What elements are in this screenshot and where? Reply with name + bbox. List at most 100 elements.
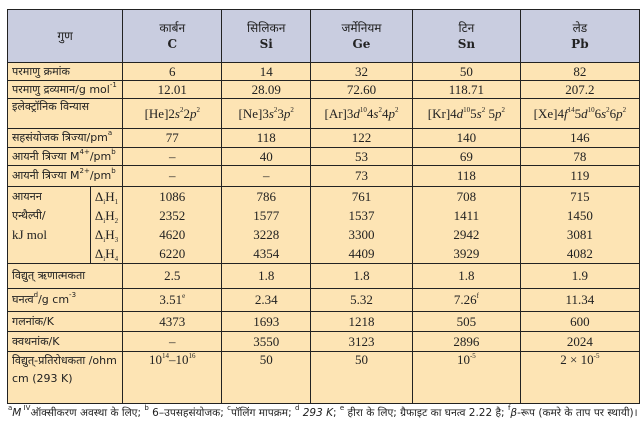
- value-cell: 5.32: [309, 288, 414, 312]
- delta-h-label: ΔiH3: [94, 227, 119, 244]
- value-cell: 73: [309, 165, 414, 187]
- value-cell: 1.8: [221, 263, 311, 289]
- delta-h-label: ΔiH4: [94, 246, 119, 263]
- text-segment: s: [476, 105, 482, 121]
- element-name: टिन: [458, 21, 475, 35]
- value-cell: 11.34: [519, 288, 641, 312]
- text-segment: 5: [574, 105, 582, 121]
- value-cell: –: [122, 165, 223, 187]
- element-symbol: Ge: [352, 37, 371, 51]
- value-cell: 40: [221, 147, 311, 166]
- delta-h-label: ΔiH1: [94, 189, 119, 206]
- value: 1537: [348, 208, 375, 223]
- value: 1450: [566, 208, 593, 223]
- superscript: 2+: [79, 167, 90, 175]
- header-element: सिलिकन Si: [221, 9, 311, 63]
- superscript: f: [507, 404, 511, 412]
- table-row: विद्युत्-प्रतिरोधकता /ohm cm (293 K) 10 14…: [6, 351, 641, 404]
- value: 1577: [253, 208, 280, 223]
- text-segment: p: [283, 105, 291, 121]
- value-cell: 1218: [309, 311, 414, 332]
- superscript: a: [107, 129, 113, 137]
- value: 1411: [453, 208, 480, 223]
- value-cell: 2 × 10-5: [519, 351, 641, 404]
- value-cell: [Kr]4d105s2 5p2: [412, 98, 521, 129]
- superscript: a: [8, 404, 13, 412]
- text-segment: p: [494, 105, 502, 121]
- value: 3081: [566, 227, 593, 242]
- value-cell: 122: [309, 128, 414, 148]
- value-cell: 6: [122, 62, 223, 81]
- text-segment: d: [581, 105, 588, 121]
- text-segment: 10: [456, 352, 470, 367]
- value: 4354: [253, 246, 280, 261]
- value-cell: 1.8: [412, 263, 521, 289]
- ionization-values: 786 1577 3228 4354: [221, 186, 311, 264]
- value-cell: 10-5: [412, 351, 521, 404]
- superscript: -5: [469, 352, 476, 360]
- text-segment: p: [388, 105, 395, 121]
- value-cell: 1.8: [309, 263, 414, 289]
- superscript: 2: [378, 105, 382, 114]
- text-segment: –10: [169, 352, 189, 367]
- value-cell: 2.34: [221, 288, 311, 312]
- header-property: गुण: [6, 9, 124, 63]
- text-segment: β: [510, 407, 518, 419]
- superscript: 2: [394, 105, 399, 114]
- row-label: आयनन एन्थैल्पी/ kJ mol: [7, 186, 91, 264]
- text-segment: d: [353, 105, 360, 121]
- value-cell: 146: [519, 128, 641, 148]
- table-row: आयनी त्रिज्या M2+/pmb – –73 118 119: [6, 165, 641, 187]
- table-row: परमाणु क्रमांक 6 14 32 50 82: [6, 62, 641, 81]
- row-label: इलेक्ट्रॉनिक विन्यास: [6, 98, 124, 129]
- row-label: घनत्वd/g cm-3: [6, 288, 124, 312]
- superscript: 14: [567, 105, 575, 114]
- superscript: 14: [162, 352, 170, 360]
- value-cell: [Ne]3s23p2: [221, 98, 311, 129]
- value: 3300: [348, 227, 375, 242]
- value-cell: [Ar]3d104s24p2: [309, 98, 414, 129]
- text-segment: /pm: [89, 149, 112, 163]
- text-segment: घनत्व: [12, 293, 34, 306]
- row-label: आयनी त्रिज्या M2+/pmb: [6, 165, 124, 187]
- superscript: c: [227, 404, 231, 412]
- row-label: विद्युत्-प्रतिरोधकता /ohm cm (293 K): [6, 351, 124, 404]
- table-row: क्वथनांक/K –3550 3123 2896 2024: [6, 331, 641, 352]
- row-label: आयनी त्रिज्या M4+/pmb: [6, 147, 124, 166]
- element-symbol: Sn: [457, 37, 476, 51]
- superscript: b: [111, 147, 116, 156]
- header-element: कार्बन C: [122, 9, 223, 63]
- text-segment: [Kr]4: [427, 105, 457, 121]
- superscript: 2: [622, 105, 627, 114]
- value: 2942: [453, 227, 480, 242]
- subscript: 4: [114, 255, 119, 263]
- subscript: 3: [114, 236, 119, 244]
- value-cell: 118: [412, 165, 521, 187]
- superscript: 2: [290, 105, 294, 114]
- text-segment: आयनी त्रिज्या M: [12, 149, 80, 163]
- text-segment: 7.26: [453, 292, 477, 307]
- delta-h-label: ΔiH2: [94, 208, 119, 225]
- superscript: -5: [593, 352, 600, 360]
- value-cell: 50: [309, 351, 414, 404]
- value-cell: 72.60: [309, 80, 414, 99]
- text-segment: 5: [485, 105, 495, 121]
- text-segment: /pm: [89, 169, 112, 182]
- superscript: 10: [463, 105, 471, 114]
- text-segment: p: [616, 105, 623, 121]
- row-label: गलनांक/K: [6, 311, 124, 332]
- value: 708: [456, 189, 477, 204]
- superscript: 2: [606, 105, 610, 114]
- text-segment: d: [456, 105, 464, 121]
- text-segment: पॉलिंग मापक्रम;: [231, 407, 295, 419]
- element-name: लेड: [572, 21, 588, 35]
- value-cell: 505: [412, 311, 521, 332]
- value-cell: 28.09: [221, 80, 311, 99]
- superscript: e: [182, 292, 186, 300]
- value-cell: 600: [519, 311, 641, 332]
- text-segment: सहसंयोजक त्रिज्या/pm: [12, 131, 108, 144]
- value-cell: 1693: [221, 311, 311, 332]
- value: 4620: [159, 227, 186, 242]
- value: 4082: [566, 246, 593, 261]
- text-segment: f: [563, 105, 568, 121]
